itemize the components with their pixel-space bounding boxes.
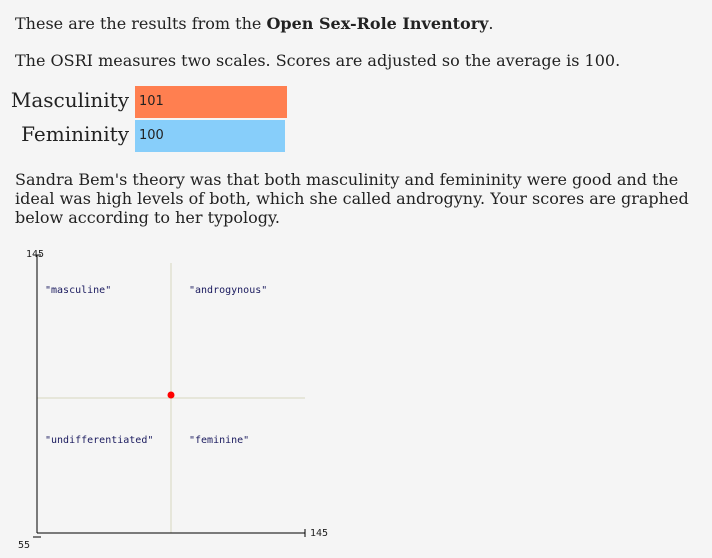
quadrant-label-undifferentiated: "undifferentiated" [45,435,153,446]
intro-text: These are the results from the Open Sex-… [15,14,494,33]
typology-chart: 145 55 145 "masculine" "androgynous" "un… [18,249,328,551]
x-axis-max-label: 145 [310,528,328,539]
quadrant-label-androgynous: "androgynous" [189,285,267,296]
femininity-bar: 100 [135,120,285,152]
femininity-value: 100 [139,128,164,143]
scale-description: The OSRI measures two scales. Scores are… [15,51,621,70]
masculinity-value: 101 [139,94,164,109]
y-axis-max-label: 145 [26,249,44,260]
intro-suffix: . [488,14,494,33]
masculinity-label: Masculinity [10,88,129,112]
inventory-name: Open Sex-Role Inventory [266,14,489,33]
y-axis-min-label: 55 [18,540,30,551]
theory-text: Sandra Bem's theory was that both mascul… [15,170,689,227]
quadrant-label-masculine: "masculine" [45,285,111,296]
masculinity-bar: 101 [135,86,287,118]
intro-prefix: These are the results from the [15,14,267,33]
quadrant-label-feminine: "feminine" [189,435,249,446]
masculinity-row: Masculinity 101 [0,86,712,118]
femininity-label: Femininity [21,122,129,146]
score-point [167,391,175,399]
femininity-row: Femininity 100 [0,120,712,152]
